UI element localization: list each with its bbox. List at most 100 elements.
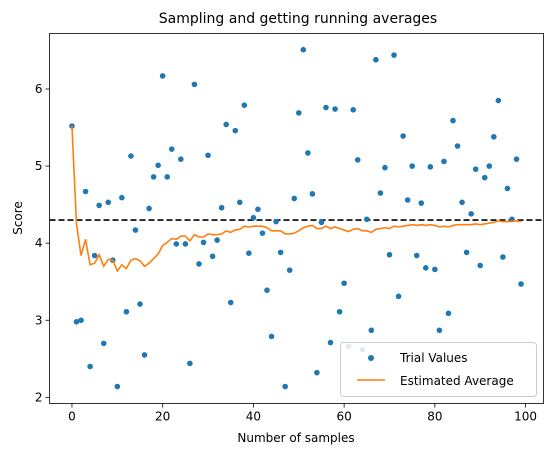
estimated-average-line xyxy=(71,125,522,273)
trial-value-point xyxy=(491,133,497,140)
trial-value-point xyxy=(78,317,84,324)
trial-value-point xyxy=(518,281,524,287)
trial-value-point xyxy=(73,318,80,325)
trial-value-point xyxy=(164,174,171,180)
trial-value-point xyxy=(82,188,89,195)
trial-value-point xyxy=(481,174,488,181)
trial-value-point xyxy=(427,164,434,170)
trial-value-point xyxy=(232,127,239,134)
trial-value-point xyxy=(141,352,148,358)
trial-value-point xyxy=(182,241,189,247)
trial-value-point xyxy=(341,280,347,287)
trial-value-point xyxy=(418,200,425,206)
trial-value-point xyxy=(105,199,112,206)
trial-value-point xyxy=(264,287,270,293)
trial-value-point xyxy=(432,266,438,273)
trial-value-point xyxy=(286,267,293,273)
trial-value-point xyxy=(168,146,175,152)
trial-value-point xyxy=(246,250,252,256)
trial-value-point xyxy=(150,174,157,180)
x-tick-label: 100 xyxy=(514,410,537,424)
trial-value-point xyxy=(300,46,307,53)
trial-value-point xyxy=(314,369,320,376)
trial-value-point xyxy=(209,253,216,260)
trial-value-point xyxy=(100,340,107,347)
trial-value-point xyxy=(277,249,284,256)
trial-value-point xyxy=(119,194,125,201)
y-tick-label: 3 xyxy=(35,313,43,327)
trial-value-point xyxy=(332,106,338,112)
trial-value-point xyxy=(354,157,361,163)
trial-value-point xyxy=(504,185,511,192)
trial-value-point xyxy=(236,199,243,206)
trial-value-point xyxy=(132,227,139,233)
trial-value-point xyxy=(486,163,493,169)
trial-value-point xyxy=(436,327,443,334)
plot-area xyxy=(49,46,544,390)
trial-value-point xyxy=(368,327,375,334)
trial-value-point xyxy=(295,110,302,116)
trial-value-point xyxy=(227,299,234,306)
trial-value-point xyxy=(391,52,397,58)
trial-value-point xyxy=(282,383,288,390)
x-tick-label: 80 xyxy=(427,410,442,424)
trial-value-point xyxy=(500,254,506,260)
x-tick-label: 40 xyxy=(246,410,261,424)
trial-value-point xyxy=(259,230,266,236)
axis-ticks: 0 20 40 60 80 100 2 3 4 5 6 xyxy=(35,82,537,424)
trial-value-point xyxy=(441,158,447,165)
legend-box xyxy=(340,342,537,397)
x-tick-label: 60 xyxy=(336,410,351,424)
plot-frame xyxy=(49,33,544,404)
trial-value-point xyxy=(218,204,225,211)
trial-value-point xyxy=(214,237,220,243)
trial-value-point xyxy=(268,333,275,340)
trial-value-point xyxy=(377,190,384,196)
trial-value-point xyxy=(395,293,402,300)
trial-value-point xyxy=(472,166,479,172)
trial-value-point xyxy=(223,121,229,128)
x-axis-label: Number of samples xyxy=(237,431,354,445)
trial-value-point xyxy=(364,216,370,223)
trial-value-point xyxy=(137,301,143,307)
trial-value-point xyxy=(155,162,161,169)
y-axis-label: Score xyxy=(11,201,25,235)
trial-value-point xyxy=(350,107,357,113)
trial-value-point xyxy=(128,153,134,159)
y-tick-label: 6 xyxy=(35,82,43,96)
trial-value-point xyxy=(309,191,316,197)
trial-value-point xyxy=(178,156,184,162)
trial-value-point xyxy=(463,249,470,256)
trial-value-point xyxy=(477,262,484,269)
trial-value-point xyxy=(123,308,130,315)
trial-value-point xyxy=(146,205,152,212)
trial-value-point xyxy=(450,117,456,124)
legend: Trial Values Estimated Average xyxy=(340,342,537,397)
trial-value-point xyxy=(255,206,261,213)
y-tick-label: 4 xyxy=(35,236,43,250)
x-tick-label: 20 xyxy=(155,410,170,424)
trial-value-point xyxy=(187,360,193,367)
legend-label-estimated-average: Estimated Average xyxy=(400,374,514,388)
trial-value-point xyxy=(382,164,388,171)
trial-value-point xyxy=(323,104,329,111)
trial-value-point xyxy=(513,156,520,162)
trial-value-point xyxy=(445,310,452,317)
trial-value-point xyxy=(114,383,121,390)
trial-value-point xyxy=(404,197,411,203)
trial-value-point xyxy=(305,150,311,156)
trial-value-point xyxy=(291,195,298,202)
trial-value-point xyxy=(96,202,102,209)
trial-value-point xyxy=(196,261,202,267)
trial-value-point xyxy=(409,163,415,169)
chart-title: Sampling and getting running averages xyxy=(159,11,437,27)
trial-value-point xyxy=(91,252,98,259)
trial-value-point xyxy=(459,199,465,206)
y-tick-label: 2 xyxy=(35,390,43,404)
trial-value-point xyxy=(495,97,502,104)
y-tick-label: 5 xyxy=(35,159,43,173)
trial-value-point xyxy=(373,56,379,63)
trial-value-point xyxy=(191,81,198,88)
trial-value-point xyxy=(468,211,474,217)
